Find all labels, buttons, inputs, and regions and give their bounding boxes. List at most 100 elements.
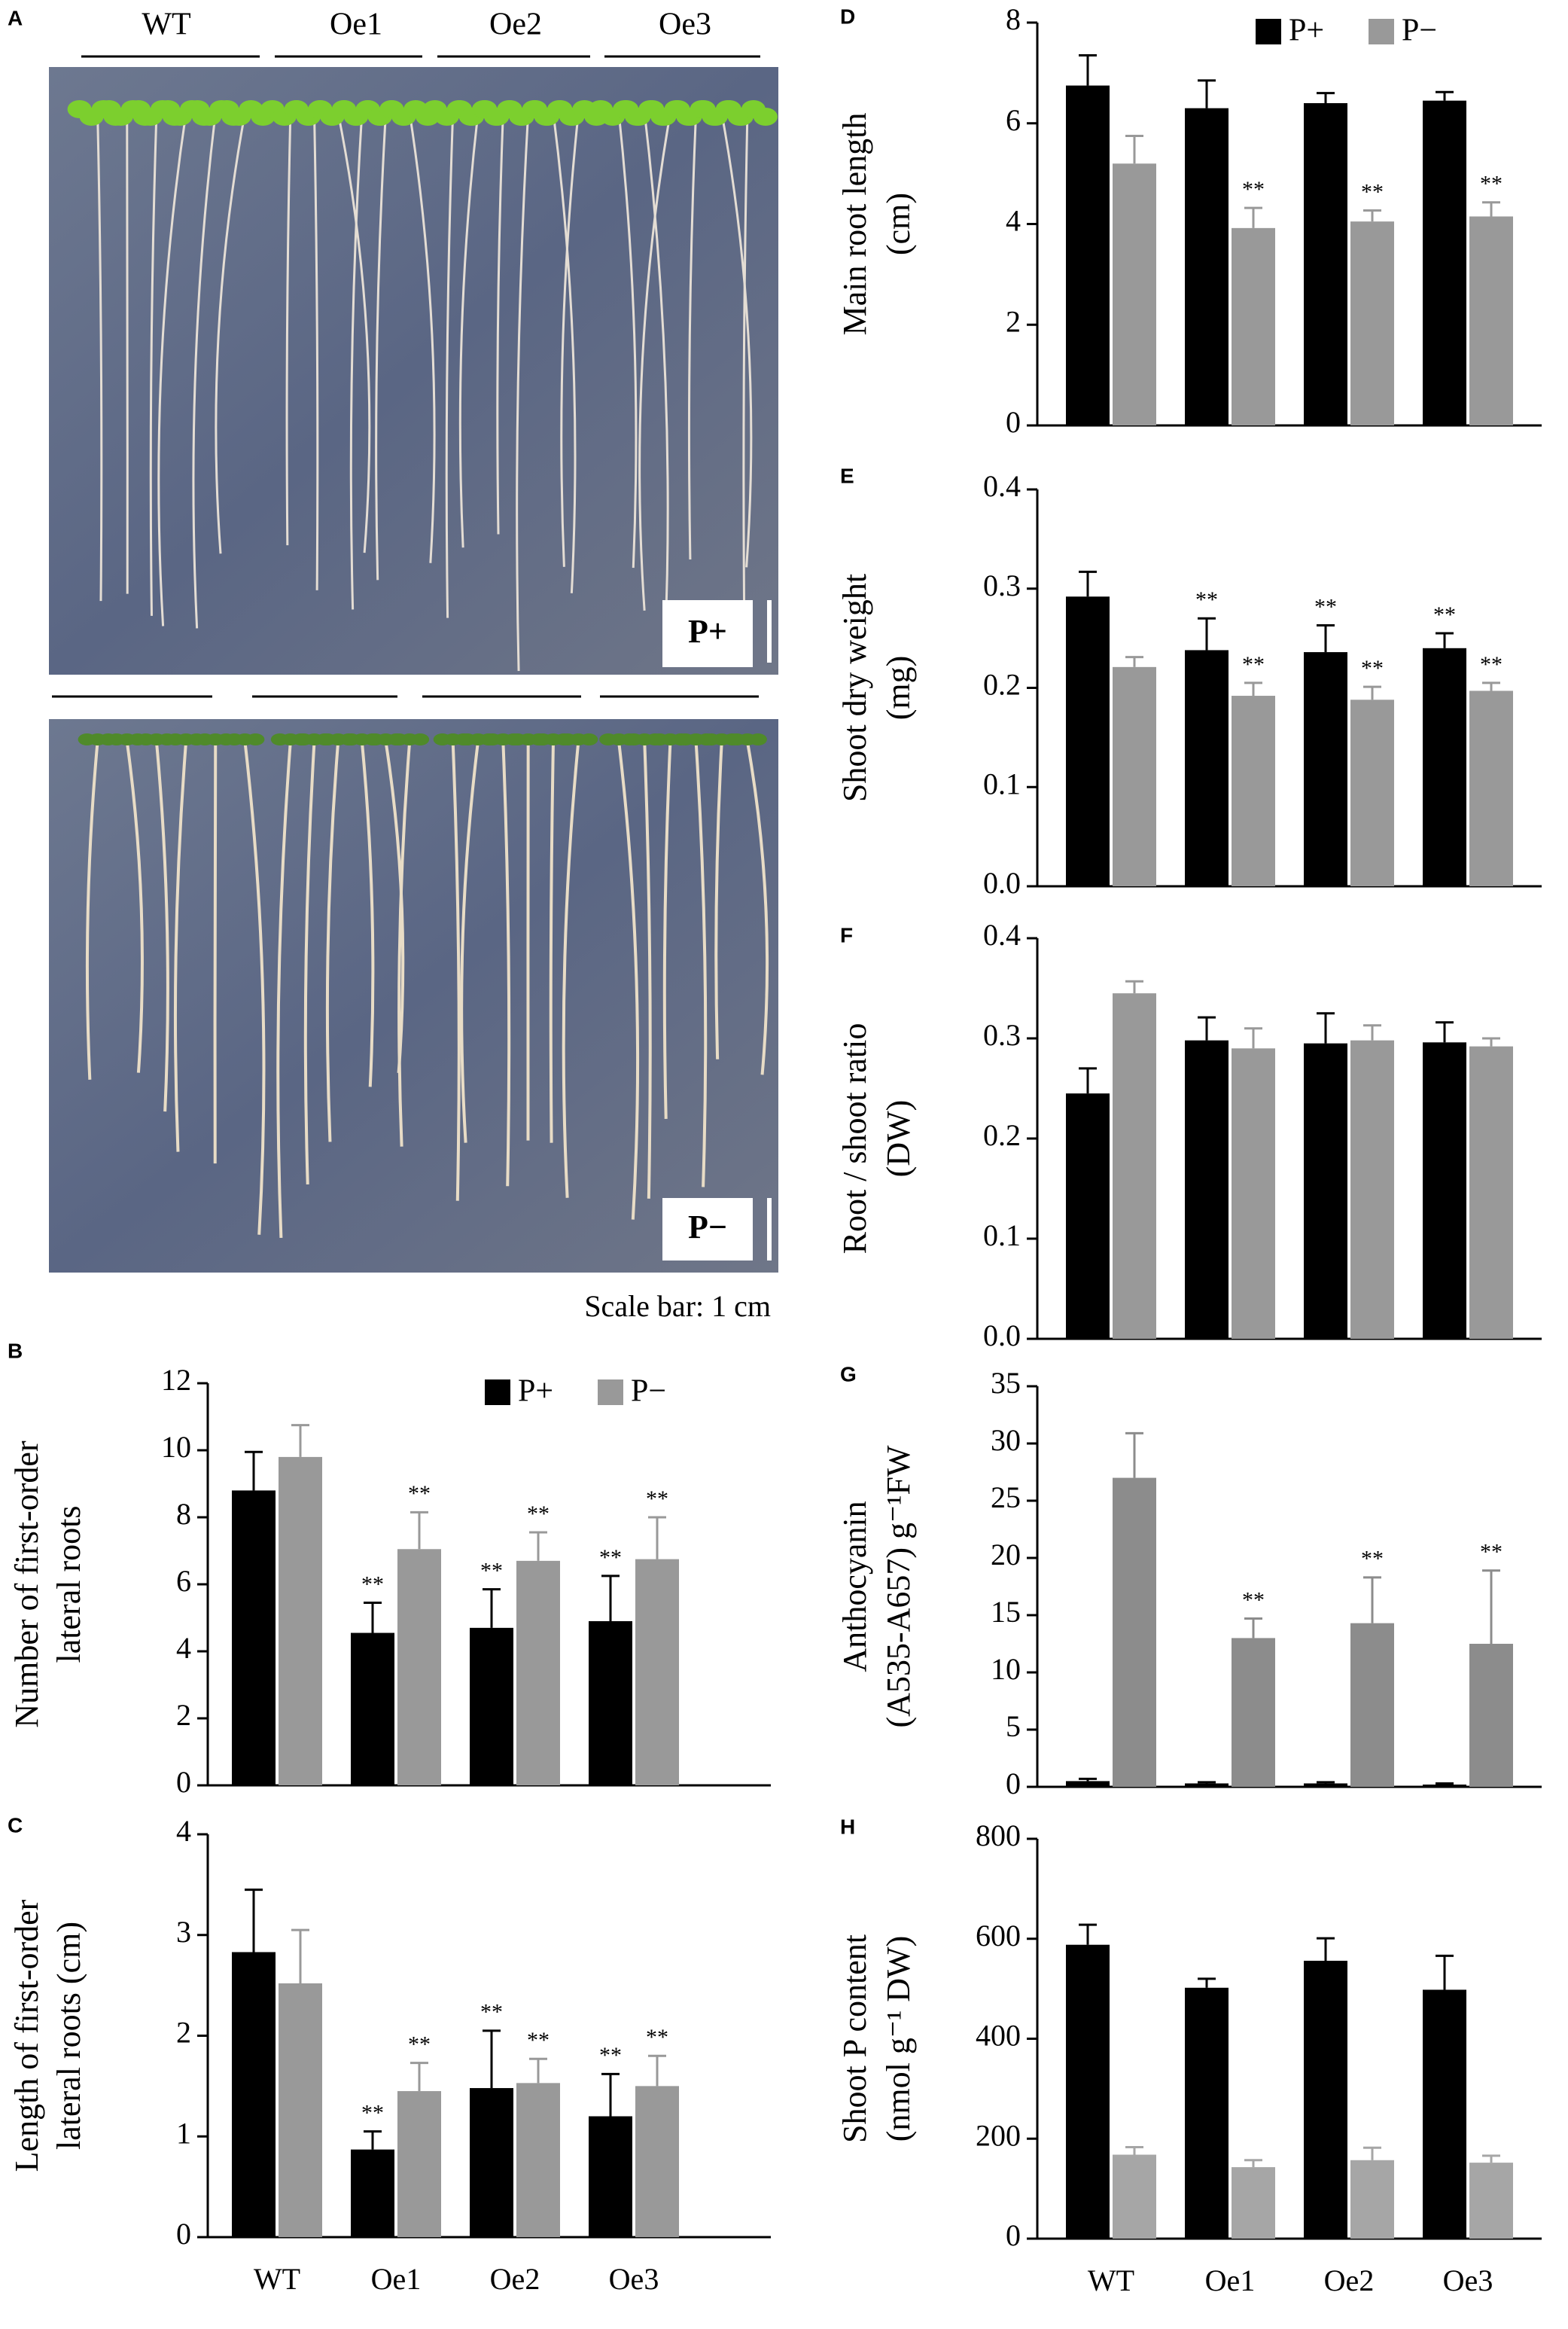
- significance-label: **: [1242, 177, 1265, 202]
- y-tick-label: 1: [176, 2116, 191, 2150]
- error-bar: [291, 1930, 309, 1983]
- bar: [397, 2091, 441, 2237]
- legend-label: P+: [518, 1374, 553, 1409]
- bar: [351, 1633, 394, 1785]
- y-tick-label: 6: [1006, 103, 1021, 137]
- bar: [1423, 1785, 1466, 1787]
- error-bar: [1317, 1014, 1335, 1044]
- error-bar: [1125, 2148, 1143, 2155]
- y-tick-label: 0.3: [983, 569, 1021, 602]
- leaf: [749, 733, 767, 745]
- x-tick-label: Oe3: [1443, 2263, 1493, 2297]
- x-tick-label: Oe2: [1324, 2263, 1375, 2297]
- bar: [1350, 700, 1394, 886]
- error-bar: [1244, 208, 1262, 228]
- bar: [1113, 163, 1156, 425]
- panel-letter: A: [8, 6, 23, 29]
- y-tick-label: 4: [1006, 204, 1021, 238]
- bar: [1304, 1044, 1347, 1339]
- y-tick-label: 0.3: [983, 1018, 1021, 1052]
- significance-label: **: [599, 1545, 622, 1570]
- significance-label: **: [480, 2000, 503, 2025]
- leaf: [246, 733, 264, 745]
- y-tick-label: 0: [1006, 1767, 1021, 1800]
- bar: [589, 1621, 632, 1785]
- error-bar: [1125, 657, 1143, 667]
- error-bar: [1317, 1938, 1335, 1961]
- error-bar: [1482, 1571, 1500, 1644]
- error-bar: [483, 1590, 501, 1628]
- bar: [1113, 667, 1156, 886]
- y-axis-label: Shoot dry weight: [836, 574, 873, 802]
- y-tick-label: 0.1: [983, 1218, 1021, 1252]
- y-tick-label: 2: [176, 1698, 191, 1732]
- significance-label: **: [1195, 587, 1218, 612]
- y-axis-label: lateral roots (cm): [50, 1922, 87, 2150]
- significance-label: **: [1361, 179, 1384, 204]
- bar: [470, 2088, 513, 2237]
- error-bar: [601, 2074, 620, 2116]
- y-tick-label: 0.0: [983, 866, 1021, 900]
- bar: [1066, 1093, 1110, 1339]
- leaf: [411, 733, 429, 745]
- y-axis-label: (A535-A657) g⁻¹FW: [880, 1445, 917, 1727]
- error-bar: [1244, 2160, 1262, 2167]
- panel-letter: C: [8, 1813, 23, 1837]
- y-axis-label: Number of first-order: [8, 1440, 45, 1728]
- significance-label: **: [361, 2100, 384, 2125]
- panel-letter: G: [840, 1362, 857, 1386]
- bar: [1350, 221, 1394, 425]
- bar: [1113, 2154, 1156, 2239]
- bar: [1066, 1945, 1110, 2239]
- y-tick-label: 3: [176, 1915, 191, 1949]
- error-bar: [245, 1452, 263, 1490]
- bar: [635, 2086, 679, 2237]
- bar: [516, 2083, 560, 2237]
- error-bar: [291, 1425, 309, 1457]
- y-tick-label: 0: [176, 2217, 191, 2251]
- y-axis-label: Length of first-order: [8, 1899, 45, 2172]
- panel-letter: B: [8, 1339, 23, 1362]
- y-tick-label: 0: [1006, 405, 1021, 439]
- bar: [1066, 1781, 1110, 1787]
- y-tick-label: 8: [176, 1497, 191, 1531]
- y-tick-label: 10: [161, 1430, 191, 1464]
- error-bar: [1079, 1068, 1097, 1093]
- bar: [397, 1549, 441, 1785]
- significance-label: **: [1242, 652, 1265, 677]
- y-tick-label: 0.2: [983, 668, 1021, 702]
- significance-label: **: [1480, 652, 1503, 677]
- bar: [1350, 1623, 1394, 1787]
- y-tick-label: 600: [976, 1919, 1021, 1953]
- significance-label: **: [527, 1501, 550, 1526]
- error-bar: [1436, 633, 1454, 648]
- error-bar: [1436, 92, 1454, 100]
- error-bar: [601, 1576, 620, 1621]
- significance-label: **: [1480, 172, 1503, 197]
- y-tick-label: 0: [176, 1765, 191, 1799]
- error-bar: [1079, 55, 1097, 85]
- error-bar: [1079, 1779, 1097, 1781]
- error-bar: [1317, 1782, 1335, 1784]
- y-axis-label: Shoot P content: [836, 1934, 873, 2143]
- error-bar: [1436, 1956, 1454, 1989]
- bar: [1304, 1961, 1347, 2239]
- bar: [1350, 1041, 1394, 1339]
- error-bar: [1198, 1017, 1216, 1041]
- bar: [232, 1952, 276, 2237]
- significance-label: **: [1242, 1587, 1265, 1612]
- y-tick-label: 2: [176, 2016, 191, 2050]
- y-axis-label: Main root length: [836, 113, 873, 336]
- y-tick-label: 0.0: [983, 1318, 1021, 1352]
- root: [127, 113, 128, 594]
- significance-label: **: [1314, 594, 1337, 619]
- y-axis-label: Anthocyanin: [836, 1501, 873, 1672]
- photo-plate: [49, 67, 778, 675]
- bar: [1350, 2160, 1394, 2239]
- error-bar: [1198, 1782, 1216, 1784]
- y-tick-label: 5: [1006, 1709, 1021, 1743]
- y-tick-label: 0.1: [983, 767, 1021, 800]
- error-bar: [410, 2063, 428, 2091]
- error-bar: [245, 1890, 263, 1953]
- y-tick-label: 15: [991, 1595, 1021, 1629]
